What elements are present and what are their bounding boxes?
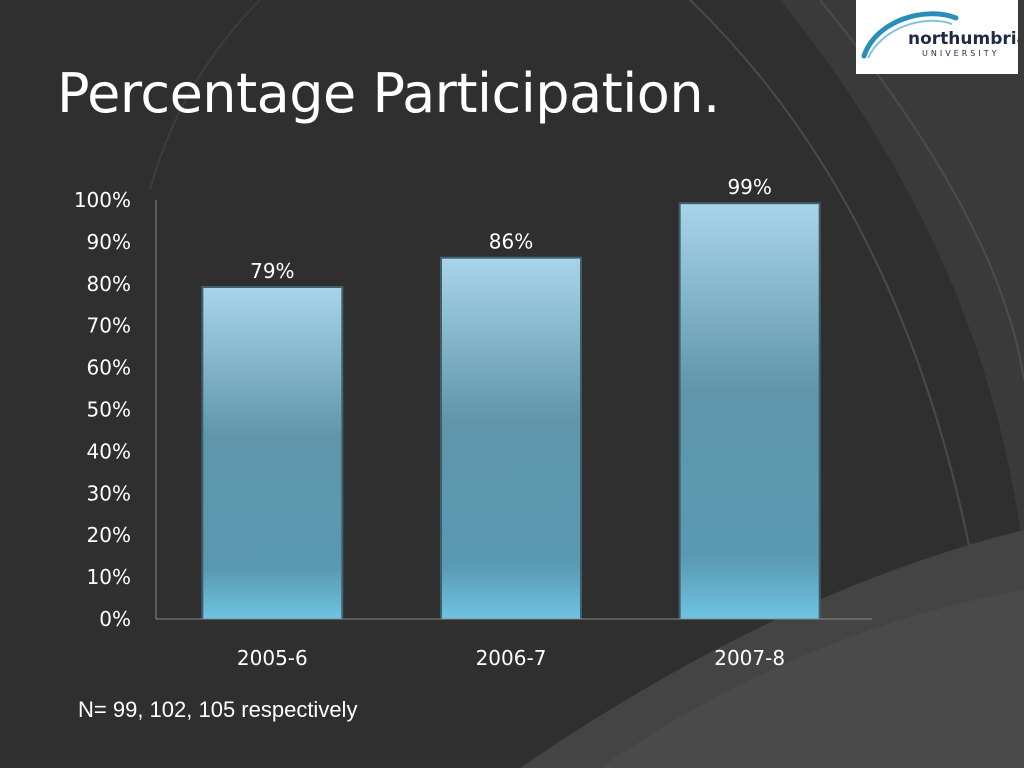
slide-title: Percentage Participation. [57, 62, 720, 125]
x-axis: 2005-6 2006-7 2007-8 [156, 618, 872, 670]
x-tick-label: 2007-8 [714, 646, 785, 670]
bar-2006-7 [442, 258, 580, 619]
sample-size-footnote: N= 99, 102, 105 respectively [78, 697, 358, 722]
y-tick-label: 50% [87, 398, 131, 422]
y-tick-label: 60% [87, 356, 131, 380]
y-tick-label: 20% [87, 523, 131, 547]
y-tick-label: 100% [74, 188, 131, 212]
logo-wordmark: northumbria [908, 29, 1018, 49]
bar-2007-8 [680, 204, 819, 619]
bar-data-label: 99% [727, 175, 771, 199]
x-tick-label: 2005-6 [237, 646, 308, 670]
y-tick-label: 40% [87, 439, 131, 463]
y-tick-label: 10% [87, 565, 131, 589]
northumbria-logo-graphic: northumbria UNIVERSITY [861, 11, 1024, 59]
y-tick-label: 90% [87, 230, 131, 254]
y-tick-label: 0% [99, 607, 131, 631]
logo-swoosh-icon [861, 11, 959, 59]
y-tick-label: 30% [87, 481, 131, 505]
y-tick-label: 80% [87, 272, 131, 296]
bar-data-label: 79% [250, 259, 294, 283]
northumbria-logo: northumbria UNIVERSITY [856, 0, 1024, 74]
bar-2005-6 [203, 287, 342, 619]
logo-subtitle: UNIVERSITY [922, 49, 1000, 58]
bars: 79% 86% 99% [201, 175, 821, 619]
x-tick-label: 2006-7 [476, 646, 547, 670]
logo-swoosh-accent-icon [867, 19, 953, 59]
bar-data-label: 86% [489, 230, 533, 254]
y-tick-label: 70% [87, 314, 131, 338]
y-axis: 0% 10% 20% 30% 40% 50% 60% 70% 80% 90% 100% [74, 188, 157, 631]
